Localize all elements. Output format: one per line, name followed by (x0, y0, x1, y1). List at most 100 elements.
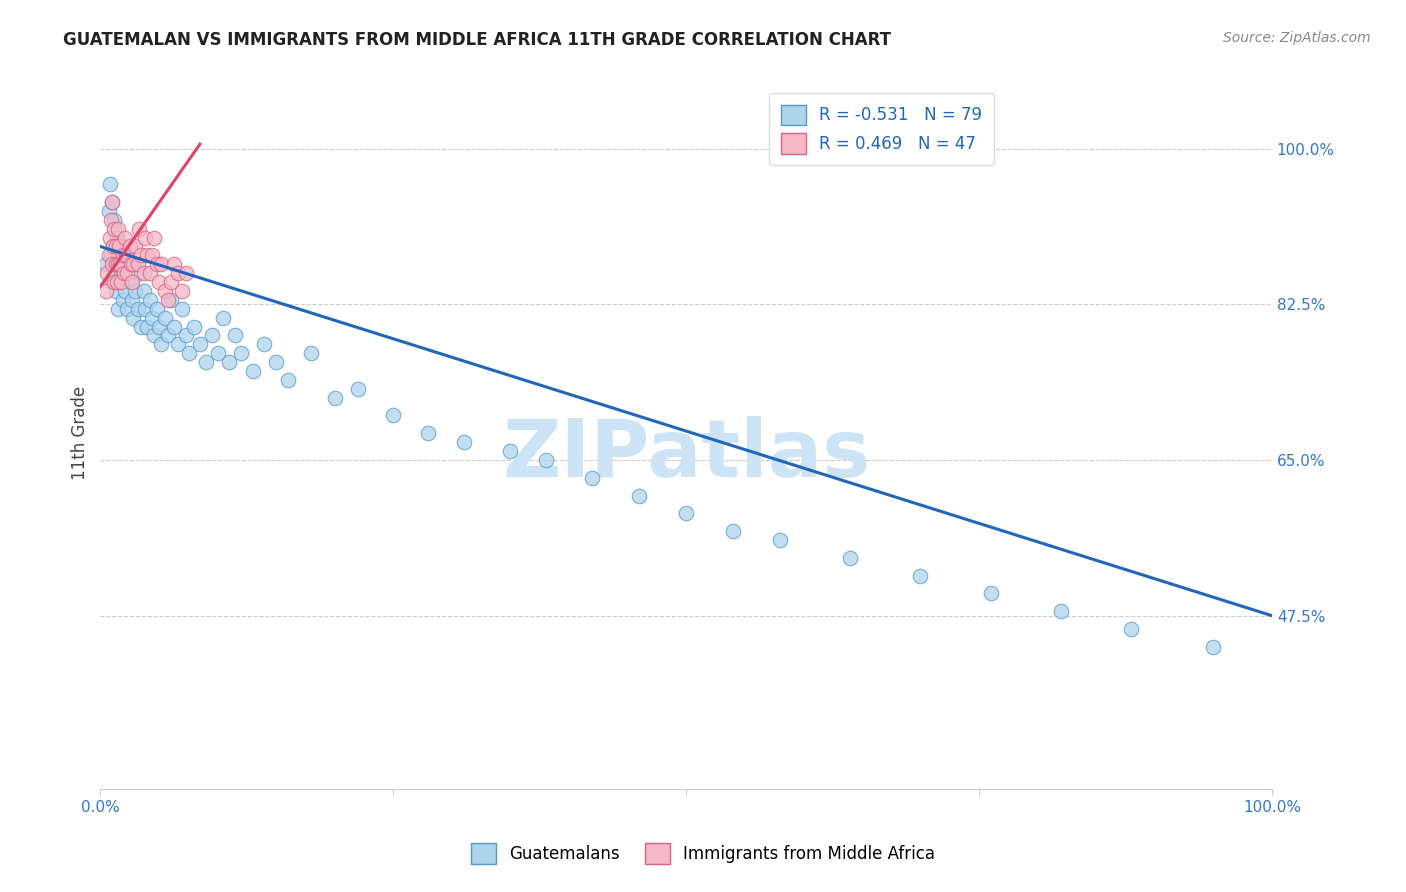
Point (148, 275, 170, 289)
Point (163, 319, 186, 334)
Point (101, 257, 124, 271)
Point (114, 284, 136, 298)
Point (172, 301, 194, 316)
Point (172, 284, 194, 298)
Point (117, 266, 139, 280)
Point (98, 177, 121, 191)
Point (299, 346, 322, 360)
Point (153, 310, 176, 325)
Point (110, 275, 132, 289)
Point (382, 409, 405, 423)
Legend: R = -0.531   N = 79, R = 0.469   N = 47: R = -0.531 N = 79, R = 0.469 N = 47 (769, 93, 994, 165)
Point (179, 346, 201, 360)
Point (105, 275, 128, 289)
Point (143, 230, 166, 244)
Point (100, 212, 122, 227)
Point (183, 319, 205, 334)
Point (157, 328, 180, 343)
Point (138, 293, 160, 307)
Point (141, 310, 163, 325)
Point (581, 471, 603, 485)
Point (104, 284, 127, 298)
Point (101, 194, 124, 209)
Point (97, 248, 120, 262)
Point (101, 194, 124, 209)
Point (628, 489, 651, 503)
Point (323, 391, 346, 405)
Point (143, 328, 166, 343)
Point (134, 230, 156, 244)
Point (136, 248, 159, 262)
Point (174, 266, 197, 280)
Text: Source: ZipAtlas.com: Source: ZipAtlas.com (1223, 31, 1371, 45)
Point (253, 337, 276, 351)
Point (103, 257, 125, 271)
Point (145, 257, 167, 271)
Point (111, 293, 134, 307)
Point (157, 293, 180, 307)
Point (121, 275, 143, 289)
Point (277, 373, 299, 387)
Point (153, 284, 176, 298)
Point (675, 507, 697, 521)
Point (96, 266, 118, 280)
Point (242, 364, 264, 378)
Point (108, 257, 131, 271)
Point (145, 301, 167, 316)
Point (347, 382, 370, 396)
Point (194, 355, 217, 369)
Point (218, 355, 240, 369)
Legend: Guatemalans, Immigrants from Middle Africa: Guatemalans, Immigrants from Middle Afri… (464, 837, 942, 871)
Point (124, 239, 146, 253)
Point (166, 337, 188, 351)
Point (103, 239, 125, 253)
Point (159, 293, 181, 307)
Point (453, 435, 475, 450)
Point (127, 301, 149, 316)
Point (132, 266, 155, 280)
Point (128, 266, 150, 280)
Y-axis label: 11th Grade: 11th Grade (72, 386, 89, 481)
Point (107, 257, 129, 271)
Point (138, 266, 160, 280)
Point (150, 257, 173, 271)
Point (980, 586, 1002, 600)
Point (96, 257, 118, 271)
Point (98, 230, 121, 244)
Point (110, 275, 132, 289)
Point (103, 239, 125, 253)
Point (207, 346, 229, 360)
Point (1050, 604, 1073, 618)
Point (117, 301, 139, 316)
Point (103, 212, 125, 227)
Point (110, 257, 132, 271)
Point (118, 257, 141, 271)
Point (121, 293, 143, 307)
Point (107, 248, 129, 262)
Point (188, 337, 211, 351)
Point (111, 248, 134, 262)
Point (107, 301, 129, 316)
Point (264, 355, 287, 369)
Point (118, 239, 141, 253)
Point (166, 266, 188, 280)
Point (110, 239, 132, 253)
Point (159, 275, 181, 289)
Point (120, 257, 142, 271)
Point (101, 275, 124, 289)
Point (115, 248, 138, 262)
Point (104, 266, 127, 280)
Point (224, 328, 246, 343)
Point (97, 203, 120, 218)
Point (107, 221, 129, 235)
Point (108, 239, 131, 253)
Point (134, 301, 156, 316)
Point (127, 257, 149, 271)
Point (112, 266, 135, 280)
Point (128, 221, 150, 235)
Point (418, 426, 440, 441)
Point (148, 319, 170, 334)
Point (212, 310, 235, 325)
Point (1121, 622, 1143, 636)
Point (112, 266, 135, 280)
